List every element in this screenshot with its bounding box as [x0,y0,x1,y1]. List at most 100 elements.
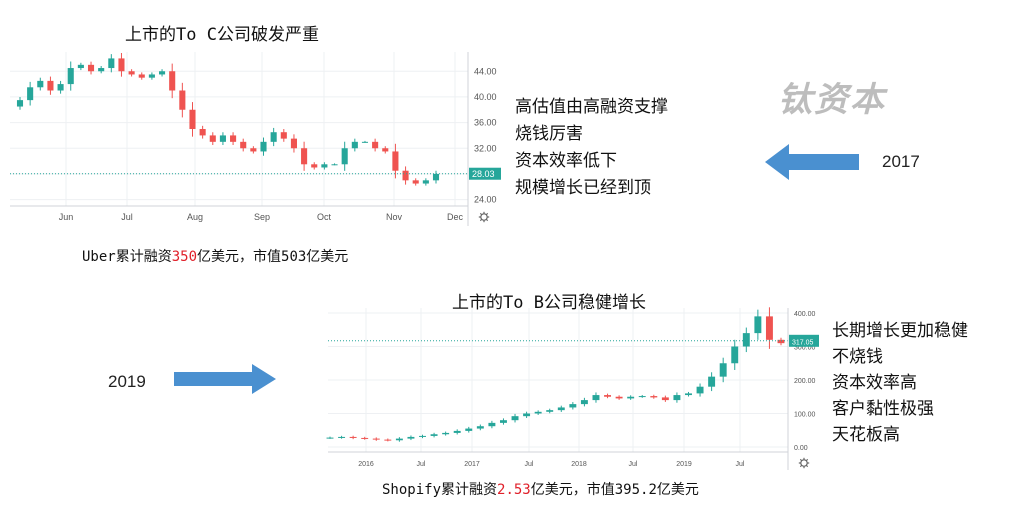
x-tick-label: Jul [417,461,426,468]
candle-body [422,180,429,184]
candle-body [453,430,461,433]
candle-body [372,438,380,440]
candle-body [351,141,358,149]
candle-body [240,141,247,149]
candle-body [696,386,704,394]
candle-body [260,141,267,152]
gear-icon[interactable] [798,457,810,469]
candle-body [159,71,166,75]
candle-body [250,148,257,152]
gear-icon[interactable] [478,211,490,223]
chart1-candles [10,53,468,186]
bullet-item: 规模增长已经到顶 [515,178,651,198]
arrow-left-icon [765,144,859,180]
candle-body [708,376,716,387]
current-price-label: 317.05 [792,339,814,346]
candle-body [108,58,115,69]
x-tick-label: 2018 [571,461,587,468]
candle-body [442,432,450,435]
candle-body [311,164,318,168]
candle-body [341,148,348,165]
candle-body [412,180,419,184]
candle-body [338,436,346,438]
candle-body [499,420,507,423]
candle-body [148,74,155,78]
candle-body [16,100,24,107]
candle-body [270,132,277,142]
candle-body [179,90,186,110]
candle-body [37,80,44,88]
candle-body [321,164,328,168]
candle-body [331,164,338,166]
candle-body [326,437,334,439]
candle-body [430,434,438,436]
candle-body [604,395,612,397]
y-tick-label: 200.00 [794,378,816,385]
current-price-tag [789,334,819,347]
chart2-bullets: 长期增长更加稳健 不烧钱 资本效率高 客户黏性极强 天花板高 [832,318,968,448]
x-tick-label: Dec [447,212,464,222]
bullet-item: 长期增长更加稳健 [832,321,968,341]
candle-body [488,422,496,427]
x-tick-label: Oct [317,212,332,222]
bullet-item: 烧钱厉害 [515,124,583,144]
candle-body [742,333,750,347]
candle-body [98,68,105,72]
y-tick-label: 44.00 [474,66,497,76]
candle-body [47,80,54,91]
candle-body [627,396,635,399]
current-price-label: 28.03 [472,169,495,179]
x-tick-label: Aug [187,212,203,222]
current-price-tag [469,167,501,180]
candle-body [349,436,357,438]
x-tick-label: Jul [736,461,745,468]
candle-body [402,170,409,181]
candle-body [280,132,287,139]
y-tick-label: 40.00 [474,92,497,102]
chart2-x-axis: 2016 Jul 2017 Jul 2018 Jul 2019 Jul [328,451,810,469]
candle-body [87,64,95,72]
candle-body [27,87,34,101]
year-2019: 2019 [108,372,146,391]
candle-body [189,109,196,129]
candle-body [754,316,762,334]
y-tick-label: 0.00 [794,445,808,452]
candle-body [199,129,206,136]
candle-body [476,426,484,429]
chart1-x-axis: Jun Jul Aug Sep Oct Nov Dec [10,205,490,223]
candle-body [384,439,392,441]
candle-body [673,395,681,401]
candle-body [77,64,84,69]
candle-body [118,58,125,72]
x-tick-label: 2016 [358,461,374,468]
candle-body [546,410,554,412]
candle-body [219,135,226,142]
chart2-title: 上市的To B公司稳健增长 [452,293,646,313]
chart2-grid [328,308,788,452]
y-tick-label: 24.00 [474,195,497,205]
candle-body [230,135,237,142]
candle-body [615,396,623,399]
bullet-item: 天花板高 [832,425,900,445]
chart1-grid [10,52,468,206]
candle-body [361,437,369,439]
candle-body [765,316,773,340]
y-tick-label: 32.00 [474,143,497,153]
candle-body [372,141,379,149]
x-tick-label: Jul [525,461,534,468]
candle-body [169,71,176,91]
candle-body [392,151,399,171]
y-tick-label: 100.00 [794,411,816,418]
chart1-caption: Uber累计融资350亿美元，市值503亿美元 [82,249,349,265]
x-tick-label: Jul [121,212,133,222]
bullet-item: 资本效率低下 [515,151,617,171]
candle-body [465,428,473,431]
bullet-item: 资本效率高 [832,373,917,393]
candle-body [67,68,74,85]
candle-body [523,413,531,417]
candle-body [209,135,216,142]
candle-body [557,407,565,411]
chart1-title: 上市的To C公司破发严重 [125,25,319,45]
